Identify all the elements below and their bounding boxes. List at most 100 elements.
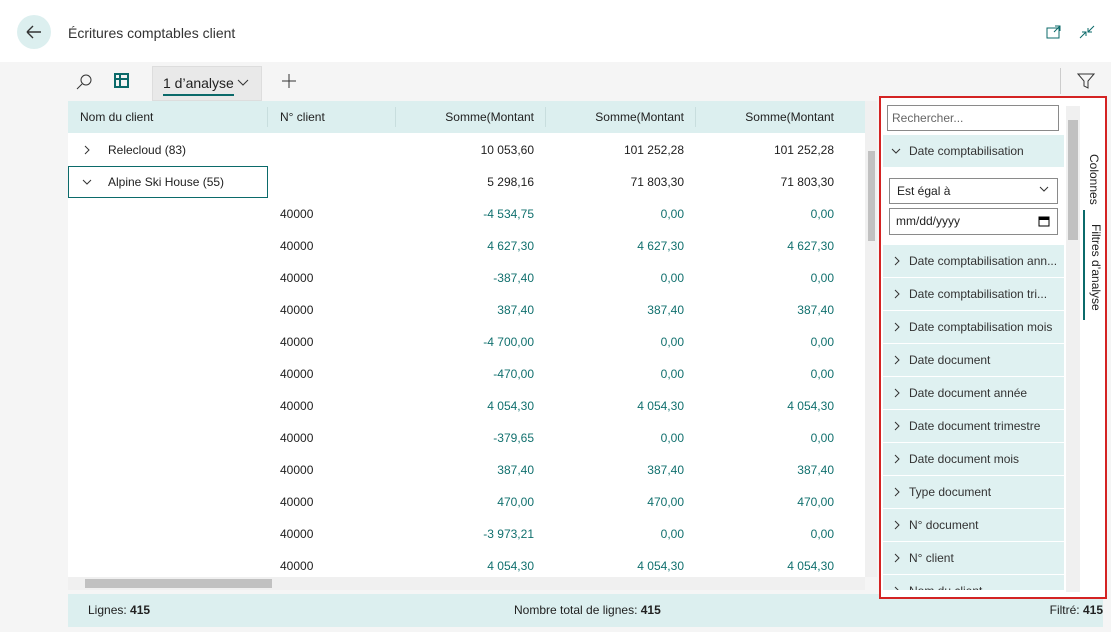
data-row[interactable]: 40000 -4 700,00 0,00 0,00 bbox=[68, 326, 865, 359]
column-header[interactable]: Nom du client bbox=[80, 110, 154, 124]
data-row[interactable]: 40000 -3 973,21 0,00 0,00 bbox=[68, 518, 865, 551]
group-row[interactable]: Relecloud (83) 10 053,60 101 252,28 101 252… bbox=[68, 134, 865, 167]
filter-field[interactable]: Date document bbox=[883, 344, 1064, 377]
filter-field[interactable]: Date comptabilisation ann... bbox=[883, 245, 1064, 278]
selection bbox=[68, 166, 268, 198]
filter-field[interactable]: N° client bbox=[883, 542, 1064, 575]
filter-icon[interactable] bbox=[1077, 72, 1095, 90]
operator-select[interactable]: Est égal à bbox=[889, 178, 1058, 204]
column-header[interactable]: N° client bbox=[280, 110, 325, 124]
data-row[interactable]: 40000 387,40 387,40 387,40 bbox=[68, 454, 865, 487]
amount: 4 054,30 bbox=[787, 559, 834, 573]
data-row[interactable]: 40000 387,40 387,40 387,40 bbox=[68, 294, 865, 327]
analysis-tab[interactable]: 1 d’analyse bbox=[152, 66, 262, 101]
customer-no: 40000 bbox=[280, 207, 314, 221]
expander bbox=[894, 520, 900, 530]
group-row[interactable]: Alpine Ski House (55) 5 298,16 71 803,30 71… bbox=[68, 166, 865, 199]
expander bbox=[894, 355, 900, 365]
expander bbox=[894, 421, 900, 431]
field-list: Date comptabilisation ann... Date comptab… bbox=[883, 245, 1064, 590]
amount: 4 054,30 bbox=[487, 559, 534, 573]
chevron bbox=[237, 79, 249, 86]
data-row[interactable]: 40000 -379,65 0,00 0,00 bbox=[68, 422, 865, 455]
column-divider bbox=[267, 107, 268, 127]
customer-no: 40000 bbox=[280, 431, 314, 445]
toolbar-icons[interactable] bbox=[70, 68, 310, 98]
data-row[interactable]: 40000 -470,00 0,00 0,00 bbox=[68, 358, 865, 391]
filter-field[interactable]: Type document bbox=[883, 476, 1064, 509]
amount: 4 054,30 bbox=[487, 399, 534, 413]
h-scrollbar[interactable] bbox=[68, 577, 865, 590]
filter-field[interactable]: N° document bbox=[883, 509, 1064, 542]
chevron bbox=[891, 148, 901, 154]
amount: -4 700,00 bbox=[483, 335, 534, 349]
customer-no: 40000 bbox=[280, 367, 314, 381]
amount: 0,00 bbox=[660, 335, 684, 349]
customer-no: 40000 bbox=[280, 399, 314, 413]
amount: 4 627,30 bbox=[637, 239, 684, 253]
amount: 101 252,28 bbox=[623, 143, 684, 157]
back-icon bbox=[26, 25, 41, 39]
data-row[interactable]: 40000 4 054,30 4 054,30 4 054,30 bbox=[68, 390, 865, 423]
filter-field[interactable]: Date comptabilisation mois bbox=[883, 311, 1064, 344]
column-header[interactable]: Somme(Montant bbox=[595, 110, 684, 124]
expanded-field[interactable]: Date comptabilisation bbox=[883, 135, 1064, 168]
filter-field[interactable]: Date comptabilisation tri... bbox=[883, 278, 1064, 311]
amount: 470,00 bbox=[497, 495, 534, 509]
amount: 0,00 bbox=[660, 367, 684, 381]
columns-tab[interactable]: Colonnes bbox=[1083, 126, 1103, 205]
amount: 71 803,30 bbox=[780, 175, 834, 189]
amount: 0,00 bbox=[810, 367, 834, 381]
filter-field[interactable]: Date document année bbox=[883, 377, 1064, 410]
expander bbox=[894, 553, 900, 563]
side-panel: Rechercher... Date comptabilisation Est … bbox=[879, 96, 1107, 599]
amount: -387,40 bbox=[493, 271, 534, 285]
amount: 387,40 bbox=[797, 463, 834, 477]
amount: 4 627,30 bbox=[487, 239, 534, 253]
data-row[interactable]: 40000 -387,40 0,00 0,00 bbox=[68, 262, 865, 295]
data-row[interactable]: 40000 -4 534,75 0,00 0,00 bbox=[68, 198, 865, 231]
filter-field[interactable]: Nom du client bbox=[883, 575, 1064, 590]
filters-tab[interactable]: Filtres d’analyse bbox=[1083, 210, 1105, 320]
amount: 4 627,30 bbox=[787, 239, 834, 253]
expander bbox=[894, 487, 900, 497]
calendar-icon bbox=[1038, 216, 1050, 227]
filter-field[interactable]: Date document mois bbox=[883, 443, 1064, 476]
customer-name: Alpine Ski House (55) bbox=[108, 175, 225, 189]
value: 415 bbox=[130, 603, 151, 617]
column-header[interactable]: Somme(Montant bbox=[745, 110, 834, 124]
amount: 10 053,60 bbox=[480, 143, 534, 157]
expander bbox=[82, 179, 92, 185]
data-row[interactable]: 40000 4 627,30 4 627,30 4 627,30 bbox=[68, 230, 865, 263]
thumb bbox=[1068, 120, 1078, 240]
search-box[interactable]: Rechercher... bbox=[887, 105, 1059, 131]
panel-scrollbar[interactable] bbox=[1066, 106, 1080, 592]
customer-no: 40000 bbox=[280, 559, 314, 573]
amount: -379,65 bbox=[493, 431, 534, 445]
page-title: Écritures comptables client bbox=[68, 25, 236, 41]
back-button[interactable] bbox=[17, 15, 51, 49]
column-header[interactable]: Somme(Montant bbox=[445, 110, 534, 124]
amount: 0,00 bbox=[660, 271, 684, 285]
amount: 4 054,30 bbox=[637, 559, 684, 573]
data-row[interactable]: 40000 470,00 470,00 470,00 bbox=[68, 486, 865, 519]
column-divider bbox=[695, 107, 696, 127]
header: Écritures comptables client bbox=[0, 0, 1111, 62]
value: 415 bbox=[1082, 603, 1103, 617]
amount: -470,00 bbox=[493, 367, 534, 381]
column-divider bbox=[545, 107, 546, 127]
date-input[interactable]: mm/dd/yyyy bbox=[889, 208, 1058, 235]
customer-no: 40000 bbox=[280, 527, 314, 541]
chevron bbox=[1039, 186, 1049, 192]
amount: 71 803,30 bbox=[630, 175, 684, 189]
filter-field[interactable]: Date document trimestre bbox=[883, 410, 1064, 443]
expander bbox=[894, 454, 900, 464]
data-row[interactable]: 40000 4 054,30 4 054,30 4 054,30 bbox=[68, 550, 865, 577]
window-icons[interactable] bbox=[1044, 22, 1104, 44]
amount: 0,00 bbox=[810, 431, 834, 445]
customer-no: 40000 bbox=[280, 335, 314, 349]
v-scrollbar[interactable] bbox=[865, 101, 877, 577]
amount: 470,00 bbox=[647, 495, 684, 509]
table: Nom du client N° client Somme(Montant Somme… bbox=[68, 101, 865, 577]
